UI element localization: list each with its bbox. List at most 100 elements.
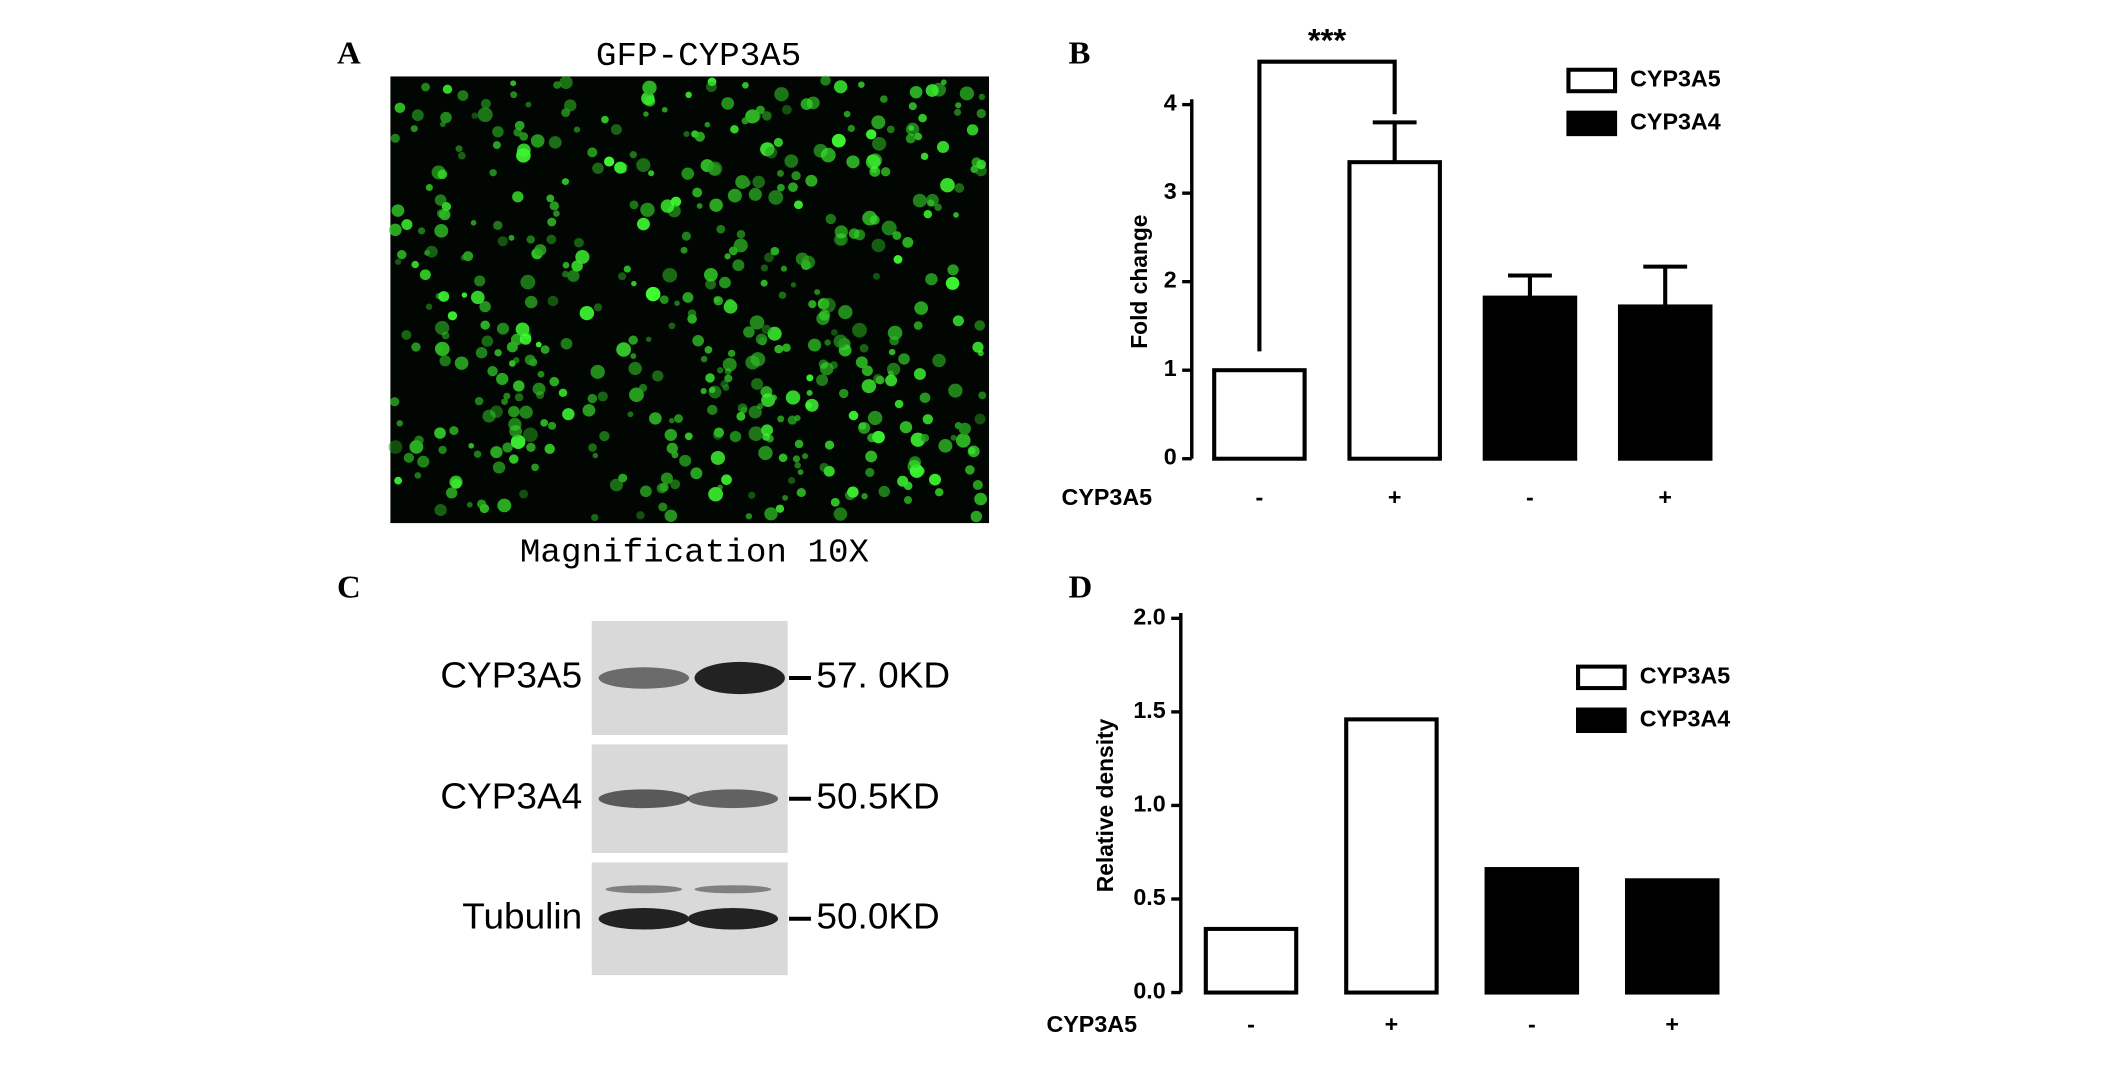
- cell: [934, 203, 942, 212]
- cell: [610, 124, 622, 135]
- cell: [824, 440, 835, 450]
- cell: [455, 145, 463, 152]
- x-tick-label: +: [1665, 1011, 1679, 1037]
- cell: [908, 125, 915, 131]
- cell: [867, 433, 877, 443]
- cell: [830, 329, 838, 336]
- cell: [531, 463, 539, 472]
- cell: [394, 476, 403, 485]
- cell: [968, 447, 976, 455]
- cell: [855, 356, 868, 369]
- cell: [762, 111, 772, 121]
- cell: [425, 184, 433, 191]
- cell: [760, 264, 769, 272]
- cell: [438, 291, 450, 302]
- cell: [806, 389, 813, 396]
- cell: [454, 356, 469, 370]
- cell: [537, 370, 545, 378]
- y-tick-label: 0.5: [1133, 884, 1166, 910]
- cell: [628, 361, 642, 376]
- cell: [682, 292, 694, 303]
- cell: [972, 341, 984, 353]
- cell: [881, 220, 897, 236]
- cell: [436, 209, 446, 218]
- cell: [748, 426, 764, 441]
- cell: [645, 336, 652, 343]
- bar: [1347, 160, 1442, 461]
- cell: [727, 188, 742, 203]
- error-bar: [1372, 120, 1417, 163]
- row-label: CYP3A5: [1046, 1011, 1137, 1037]
- image-caption: Magnification 10X: [520, 535, 869, 573]
- cell: [707, 404, 718, 416]
- cell: [773, 137, 784, 147]
- cell: [573, 126, 581, 133]
- cell: [947, 264, 959, 276]
- cell: [394, 102, 406, 113]
- cell: [510, 333, 523, 346]
- legend-label: CYP3A4: [1640, 706, 1731, 732]
- blot-band: [598, 667, 690, 689]
- cell: [894, 399, 904, 409]
- cell: [658, 502, 668, 512]
- cell: [549, 376, 560, 387]
- cell: [862, 210, 878, 226]
- cell: [953, 108, 962, 116]
- cell: [875, 375, 885, 385]
- cell: [898, 353, 910, 365]
- cell: [540, 419, 548, 427]
- cell: [679, 454, 692, 467]
- cell: [670, 479, 681, 490]
- cell: [639, 485, 652, 498]
- cell: [719, 276, 731, 289]
- cell: [503, 392, 511, 400]
- cell: [508, 234, 515, 241]
- cell: [434, 503, 447, 517]
- cell: [865, 450, 878, 463]
- cell: [978, 391, 987, 400]
- cell: [776, 170, 784, 177]
- cell: [970, 510, 983, 523]
- cell: [965, 465, 975, 475]
- cell: [439, 355, 451, 367]
- cell: [466, 501, 473, 508]
- cell: [659, 295, 669, 304]
- cell: [461, 292, 468, 298]
- cell: [793, 200, 803, 210]
- cell: [492, 141, 501, 149]
- cell: [480, 98, 491, 109]
- cell: [601, 115, 609, 124]
- cell: [920, 152, 929, 161]
- cell: [564, 99, 577, 112]
- cell: [705, 373, 715, 383]
- cell: [833, 507, 848, 521]
- cell: [948, 383, 963, 398]
- cell: [524, 354, 536, 366]
- cell: [562, 408, 575, 421]
- cell: [641, 91, 655, 106]
- cell: [680, 246, 688, 254]
- cell: [885, 374, 898, 387]
- cell: [480, 320, 490, 330]
- y-tick-label: 2.0: [1133, 604, 1165, 630]
- cell: [913, 368, 926, 380]
- cell: [745, 513, 753, 520]
- cell: [730, 125, 739, 134]
- cell: [509, 454, 519, 464]
- cell: [700, 388, 707, 395]
- blot-band: [598, 789, 690, 809]
- cell: [502, 442, 513, 453]
- cell: [934, 488, 944, 497]
- cell: [544, 443, 555, 454]
- cell: [712, 430, 723, 440]
- cell: [493, 220, 503, 230]
- x-tick-label: -: [1526, 484, 1534, 510]
- cell: [681, 167, 695, 180]
- cell: [794, 462, 801, 469]
- cell: [780, 265, 788, 272]
- cell: [391, 204, 405, 217]
- bar: [1344, 717, 1439, 995]
- cell: [520, 274, 536, 290]
- cell: [858, 422, 867, 430]
